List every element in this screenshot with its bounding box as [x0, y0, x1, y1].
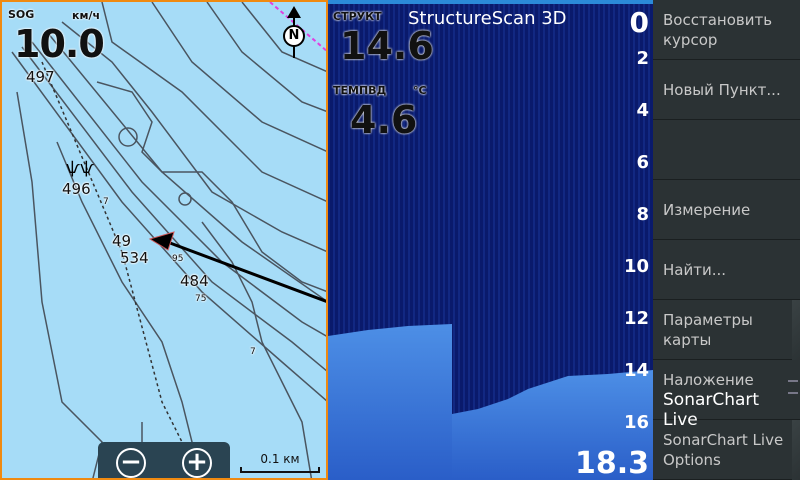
submenu-arrow-icon: [792, 300, 800, 360]
zoom-in-button[interactable]: +: [182, 448, 212, 478]
sonar-title: StructureScan 3D: [408, 8, 567, 29]
menu-item-label: Наложение: [663, 371, 754, 389]
menu-item-sonarchart-options[interactable]: SonarChart Live Options: [653, 420, 800, 480]
depth-label: 49: [112, 232, 132, 250]
struct-label: СТРУКТ: [333, 10, 382, 23]
menu-item-find[interactable]: Найти...: [653, 240, 800, 300]
depth-tick: 0: [629, 6, 649, 39]
weed-icon: ѱѱ: [66, 158, 95, 177]
menu-item-empty: [653, 120, 800, 180]
menu-item-label: Новый Пункт...: [663, 81, 781, 99]
depth-label: 484: [180, 272, 209, 290]
chart-panel[interactable]: SOG км/ч 10.0 497 496 49 534 484 7 7 95 …: [0, 0, 328, 480]
depth-label: 497: [26, 68, 55, 86]
struct-value: 14.6: [340, 24, 434, 68]
depth-tick: 8: [636, 204, 649, 225]
context-menu: Восстановить курсор Новый Пункт... Измер…: [653, 0, 800, 480]
depth-tick: 10: [623, 256, 649, 277]
zoom-controls: − +: [98, 442, 230, 478]
menu-item-label: Параметры карты: [663, 311, 753, 349]
temp-label: ТЕМПВД: [333, 84, 387, 97]
depth-label: 95: [172, 254, 184, 264]
submenu-arrow-icon: [792, 420, 800, 480]
sog-unit: км/ч: [72, 9, 101, 22]
depth-label: 534: [120, 249, 149, 267]
menu-item-label: Найти...: [663, 261, 727, 279]
depth-tick: 4: [636, 100, 649, 121]
depth-tick: 2: [636, 48, 649, 69]
menu-item-label: Измерение: [663, 201, 751, 219]
drag-handle-icon[interactable]: [788, 380, 798, 394]
menu-item-restore-cursor[interactable]: Восстановить курсор: [653, 0, 800, 60]
depth-tick: 14: [623, 360, 649, 381]
sonar-panel[interactable]: StructureScan 3D СТРУКТ 14.6 ТЕМПВД °C 4…: [328, 0, 653, 480]
menu-item-label: Восстановить курсор: [663, 11, 773, 49]
temp-unit: °C: [413, 84, 427, 97]
depth-label: 496: [62, 180, 91, 198]
menu-item-overlay[interactable]: Наложение SonarChart Live: [653, 360, 800, 430]
depth-label: 75: [195, 294, 207, 304]
depth-tick: 16: [623, 412, 649, 433]
menu-item-measure[interactable]: Измерение: [653, 180, 800, 240]
sog-label: SOG: [8, 8, 35, 21]
sonar-bottom-echo: [328, 324, 653, 480]
current-depth: 18.3: [574, 446, 649, 480]
depth-tick: 12: [623, 308, 649, 329]
menu-item-new-waypoint[interactable]: Новый Пункт...: [653, 60, 800, 120]
contour-lines: [11, 2, 326, 478]
sog-value: 10.0: [14, 22, 105, 66]
vessel-icon: [148, 231, 175, 251]
north-arrow-icon: [287, 6, 301, 18]
overlay-value: SonarChart Live: [663, 390, 760, 430]
depth-tick: 6: [636, 152, 649, 173]
scale-label: 0.1 км: [260, 452, 300, 466]
north-indicator[interactable]: N: [282, 6, 306, 58]
depth-label: 7: [250, 347, 256, 357]
menu-item-label: SonarChart Live Options: [663, 431, 784, 469]
menu-item-chart-options[interactable]: Параметры карты: [653, 300, 800, 360]
zoom-out-button[interactable]: −: [116, 448, 146, 478]
compass-icon: N: [283, 25, 305, 47]
scale-bar: 0.1 км: [240, 452, 320, 473]
temp-value: 4.6: [350, 98, 418, 142]
depth-label: 7: [103, 197, 109, 207]
